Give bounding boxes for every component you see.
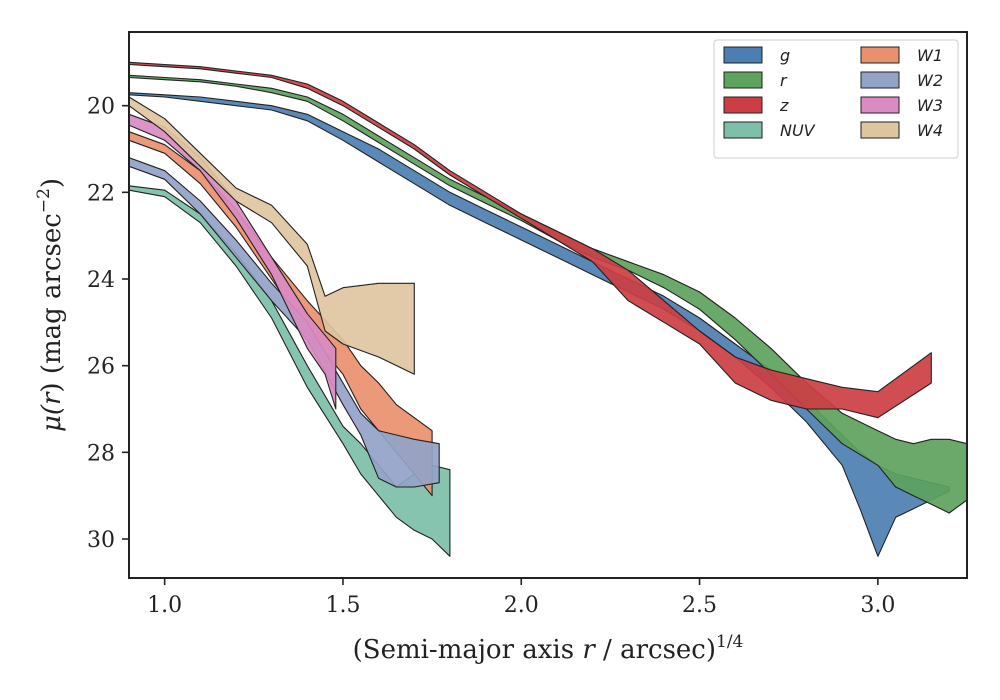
x-tick-label: 1.5 xyxy=(325,593,360,618)
legend-swatch-g xyxy=(723,46,763,64)
x-axis-label: (Semi-major axis r / arcsec)1/4 xyxy=(353,632,744,665)
y-tick-label: 22 xyxy=(87,181,115,206)
legend-swatch-w4 xyxy=(860,121,900,139)
legend-label-w3: W3 xyxy=(917,96,943,115)
y-tick-label: 24 xyxy=(87,268,115,293)
legend-label-g: g xyxy=(780,46,790,65)
x-tick-label: 2.5 xyxy=(682,593,717,618)
legend-label-w4: W4 xyxy=(917,121,943,140)
y-axis-label: μ(r) (mag arcsec−2) xyxy=(34,178,67,432)
y-tick-label: 20 xyxy=(87,95,115,120)
legend-label-z: z xyxy=(779,96,789,115)
series-area-z xyxy=(128,61,932,419)
y-tick-label: 26 xyxy=(87,355,115,380)
y-tick-label: 30 xyxy=(87,528,115,553)
legend-label-w1: W1 xyxy=(917,46,943,65)
legend-swatch-nuv xyxy=(723,121,763,139)
y-tick-label: 28 xyxy=(87,441,115,466)
x-tick-label: 1.0 xyxy=(147,593,182,618)
x-axis: 1.0 1.5 2.0 2.5 3.0 xyxy=(147,578,895,618)
x-tick-label: 2.0 xyxy=(504,593,539,618)
legend-swatch-r xyxy=(723,71,763,89)
legend-swatch-w3 xyxy=(860,96,900,114)
plot-frame xyxy=(128,31,968,579)
legend-label-r: r xyxy=(780,71,788,90)
legend-swatch-z xyxy=(723,96,763,114)
y-axis: 20 22 24 26 28 30 xyxy=(87,95,129,553)
series-area-nuv xyxy=(128,185,451,557)
series-area-w2 xyxy=(128,157,440,488)
legend-label-w2: W2 xyxy=(917,71,943,90)
legend-label-nuv: NUV xyxy=(780,121,816,140)
legend-swatch-w2 xyxy=(860,71,900,89)
series-area-g xyxy=(128,92,950,557)
legend-swatch-w1 xyxy=(860,46,900,64)
legend: grz NUV W1 W2 W3 W4 xyxy=(713,39,959,159)
x-tick-label: 3.0 xyxy=(860,593,895,618)
series-area-w4 xyxy=(128,96,415,375)
